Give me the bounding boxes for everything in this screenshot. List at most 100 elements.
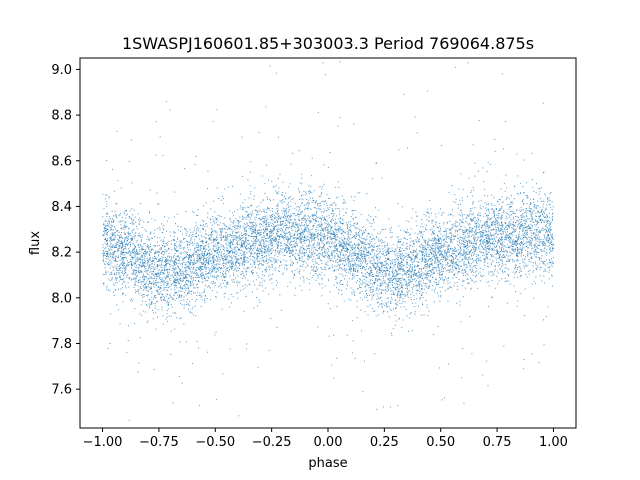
data-point <box>409 263 411 265</box>
data-point <box>188 257 190 259</box>
data-point <box>248 243 250 245</box>
data-point <box>385 263 387 265</box>
data-point <box>259 233 261 235</box>
data-point <box>201 228 203 230</box>
data-point <box>225 263 227 265</box>
data-point <box>314 253 316 255</box>
data-point <box>452 234 454 236</box>
data-point <box>379 251 381 253</box>
data-point <box>425 265 427 267</box>
data-point <box>533 251 535 253</box>
data-point <box>419 258 421 260</box>
data-point <box>270 243 272 245</box>
data-point <box>463 213 465 215</box>
data-point <box>509 283 511 285</box>
data-point <box>103 254 105 256</box>
data-point <box>174 242 176 244</box>
data-point <box>196 298 198 300</box>
data-point <box>549 237 551 239</box>
data-point <box>114 260 116 262</box>
data-point <box>210 263 212 265</box>
data-point <box>103 252 105 254</box>
data-point <box>378 245 380 247</box>
data-point <box>323 252 325 254</box>
data-point <box>186 288 188 290</box>
data-point <box>394 287 396 289</box>
data-point <box>133 263 135 265</box>
data-point <box>487 195 489 197</box>
data-point <box>177 272 179 274</box>
data-point <box>376 236 378 238</box>
data-point <box>449 232 451 234</box>
data-point <box>312 214 314 216</box>
data-point <box>235 256 237 258</box>
data-point <box>420 270 422 272</box>
data-point <box>467 216 469 218</box>
data-point <box>432 334 434 336</box>
data-point <box>125 285 127 287</box>
data-point <box>304 249 306 251</box>
data-point <box>418 250 420 252</box>
data-point <box>310 240 312 242</box>
data-point <box>186 231 188 233</box>
data-point <box>208 269 210 271</box>
data-point <box>267 249 269 251</box>
data-point <box>365 289 367 291</box>
data-point <box>337 181 339 183</box>
data-point <box>426 219 428 221</box>
data-point <box>399 247 401 249</box>
data-point <box>354 226 356 228</box>
data-point <box>308 254 310 256</box>
data-point <box>184 273 186 275</box>
data-point <box>549 247 551 249</box>
data-point <box>309 191 311 193</box>
data-point <box>130 279 132 281</box>
data-point <box>419 292 421 294</box>
data-point <box>411 217 413 219</box>
data-point <box>209 267 211 269</box>
data-point <box>520 182 522 184</box>
data-point <box>453 253 455 255</box>
data-point <box>348 271 350 273</box>
data-point <box>142 249 143 251</box>
data-point <box>254 242 256 244</box>
data-point <box>522 200 524 202</box>
data-point <box>458 278 460 280</box>
data-point <box>517 236 519 238</box>
data-point <box>390 227 392 229</box>
data-point <box>517 300 519 302</box>
data-point <box>542 250 544 252</box>
data-point <box>243 233 245 235</box>
data-point <box>233 263 235 265</box>
data-point <box>138 253 140 255</box>
data-point <box>216 260 218 262</box>
data-point <box>541 212 543 214</box>
data-point <box>550 229 552 231</box>
data-point <box>501 251 503 253</box>
data-point <box>134 235 136 237</box>
data-point <box>347 256 349 258</box>
data-point <box>531 220 533 222</box>
data-point <box>184 267 186 269</box>
data-point <box>238 262 240 264</box>
data-point <box>534 224 536 226</box>
data-point <box>185 264 187 266</box>
data-point <box>545 252 547 254</box>
data-point <box>505 250 507 252</box>
data-point <box>199 254 201 256</box>
data-point <box>457 267 459 269</box>
data-point <box>330 308 332 310</box>
data-point <box>516 305 518 307</box>
data-point <box>462 222 464 224</box>
data-point <box>306 255 308 257</box>
data-point <box>414 232 416 234</box>
data-point <box>342 257 344 259</box>
data-point <box>447 280 449 282</box>
data-point <box>523 229 525 231</box>
data-point <box>481 225 483 227</box>
data-point <box>266 229 268 231</box>
data-point <box>162 279 164 281</box>
data-point <box>525 229 527 231</box>
data-point <box>292 254 294 256</box>
data-point <box>423 288 425 290</box>
